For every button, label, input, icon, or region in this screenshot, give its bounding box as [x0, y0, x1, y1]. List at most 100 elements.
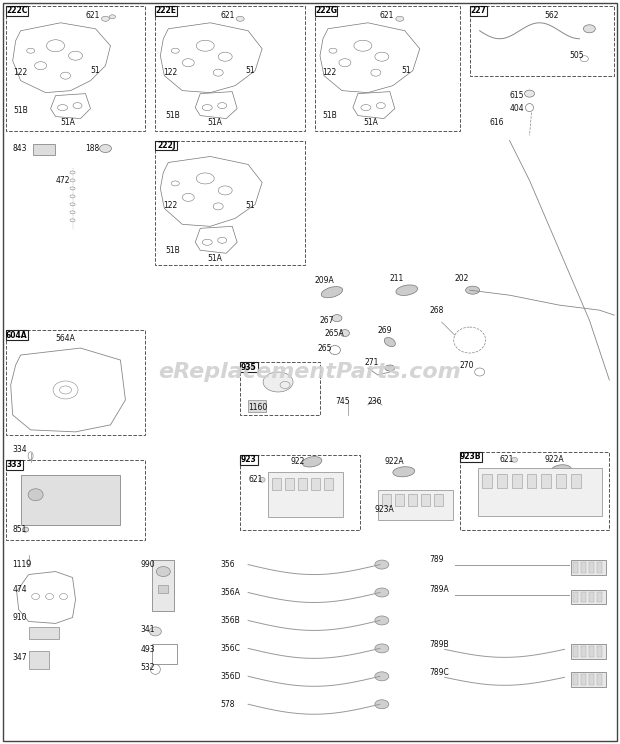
- Text: 1119: 1119: [12, 560, 32, 569]
- Bar: [6, 460, 145, 539]
- Ellipse shape: [110, 15, 115, 19]
- Ellipse shape: [375, 616, 389, 625]
- Bar: [574, 674, 578, 685]
- Bar: [582, 674, 587, 685]
- Bar: [240, 455, 360, 530]
- Bar: [33, 144, 55, 155]
- Text: 356C: 356C: [220, 644, 240, 653]
- Text: 341: 341: [140, 625, 155, 634]
- Ellipse shape: [375, 672, 389, 681]
- Ellipse shape: [236, 16, 244, 22]
- Text: 621: 621: [500, 455, 514, 464]
- Text: 564A: 564A: [56, 333, 76, 342]
- Bar: [315, 6, 337, 16]
- Bar: [240, 455, 258, 465]
- Text: 222G: 222G: [315, 6, 337, 16]
- Bar: [156, 6, 305, 130]
- Bar: [572, 673, 606, 687]
- Ellipse shape: [583, 25, 595, 33]
- Text: 789C: 789C: [430, 668, 450, 677]
- Bar: [421, 494, 430, 506]
- Text: 578: 578: [220, 700, 235, 709]
- Ellipse shape: [332, 315, 342, 321]
- Ellipse shape: [302, 457, 322, 467]
- Text: 922A: 922A: [544, 455, 564, 464]
- Text: 604A: 604A: [6, 330, 27, 339]
- Text: 922: 922: [290, 458, 304, 466]
- Ellipse shape: [385, 365, 395, 371]
- Ellipse shape: [321, 286, 343, 298]
- Text: 356A: 356A: [220, 588, 240, 597]
- Text: 51B: 51B: [166, 246, 180, 254]
- Bar: [590, 562, 595, 573]
- Text: 122: 122: [163, 68, 177, 77]
- Text: 51B: 51B: [322, 111, 337, 120]
- Text: 265A: 265A: [325, 329, 345, 338]
- Ellipse shape: [340, 330, 350, 336]
- Ellipse shape: [384, 338, 396, 347]
- Text: 990: 990: [140, 560, 155, 569]
- Bar: [311, 478, 320, 490]
- Ellipse shape: [393, 466, 415, 477]
- Bar: [590, 591, 595, 603]
- Text: 621: 621: [380, 11, 394, 20]
- Text: 532: 532: [140, 663, 155, 672]
- Text: 202: 202: [454, 274, 469, 283]
- Bar: [153, 644, 177, 664]
- Text: 493: 493: [140, 645, 155, 654]
- Bar: [590, 674, 595, 685]
- Bar: [469, 6, 487, 16]
- Bar: [572, 474, 582, 488]
- Text: 562: 562: [544, 11, 559, 20]
- Bar: [156, 6, 177, 16]
- Bar: [469, 6, 614, 76]
- Ellipse shape: [375, 588, 389, 597]
- Ellipse shape: [156, 567, 171, 577]
- Ellipse shape: [375, 700, 389, 709]
- Text: 616: 616: [490, 118, 504, 127]
- Bar: [582, 647, 587, 658]
- Text: 211: 211: [390, 274, 404, 283]
- Bar: [378, 490, 453, 519]
- Text: 789A: 789A: [430, 585, 450, 594]
- Text: 505: 505: [569, 51, 584, 60]
- Bar: [582, 562, 587, 573]
- Text: 843: 843: [12, 144, 27, 153]
- Bar: [477, 468, 603, 516]
- Bar: [6, 330, 28, 340]
- Text: 269: 269: [378, 326, 392, 335]
- Ellipse shape: [466, 286, 480, 294]
- Bar: [240, 362, 258, 372]
- Text: 271: 271: [365, 358, 379, 367]
- Text: 404: 404: [510, 104, 524, 113]
- Bar: [29, 627, 58, 639]
- Bar: [20, 475, 120, 525]
- Text: 910: 910: [12, 613, 27, 622]
- Text: 222C: 222C: [6, 6, 27, 16]
- Bar: [526, 474, 536, 488]
- Ellipse shape: [259, 477, 265, 482]
- Bar: [597, 674, 603, 685]
- Text: 474: 474: [12, 585, 27, 594]
- Text: 209A: 209A: [315, 276, 335, 285]
- Text: 923: 923: [241, 455, 257, 464]
- Bar: [497, 474, 507, 488]
- Text: 51A: 51A: [207, 118, 222, 127]
- Text: 51: 51: [402, 66, 412, 75]
- Bar: [574, 647, 578, 658]
- Text: 1160: 1160: [248, 403, 267, 412]
- Bar: [6, 6, 145, 130]
- Bar: [482, 474, 492, 488]
- Ellipse shape: [99, 144, 112, 153]
- Text: 51B: 51B: [14, 106, 29, 115]
- Text: 789B: 789B: [430, 640, 450, 649]
- Bar: [459, 452, 482, 462]
- Bar: [240, 362, 320, 415]
- Text: 789: 789: [430, 555, 445, 564]
- Bar: [315, 6, 459, 130]
- Text: 270: 270: [459, 361, 474, 370]
- Ellipse shape: [263, 372, 293, 392]
- Text: 621: 621: [248, 475, 262, 484]
- Bar: [285, 478, 294, 490]
- Bar: [268, 472, 343, 516]
